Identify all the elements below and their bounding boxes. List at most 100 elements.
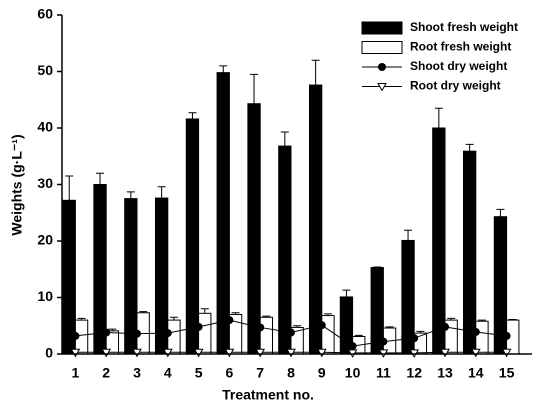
x-tick-label: 7: [256, 365, 264, 381]
y-tick-label: 50: [37, 62, 53, 78]
x-tick-label: 11: [376, 365, 391, 381]
y-tick-label: 20: [37, 232, 53, 248]
x-tick-label: 15: [499, 365, 515, 381]
point: [255, 348, 266, 358]
y-tick-label: 40: [37, 119, 53, 135]
x-tick-label: 12: [406, 365, 422, 381]
bar: [198, 312, 212, 355]
error-bar: [126, 191, 135, 199]
point: [470, 348, 481, 358]
point: [132, 348, 142, 358]
bar: [462, 150, 477, 355]
bar: [278, 145, 292, 355]
error-bar: [404, 229, 413, 241]
point: [101, 348, 112, 358]
point: [194, 322, 203, 331]
legend-marker: [378, 63, 386, 71]
legend-label: Shoot dry weight: [410, 59, 507, 73]
bar: [62, 199, 76, 355]
error-bar: [96, 172, 105, 185]
error-bar: [508, 319, 517, 321]
legend-swatch: [361, 21, 403, 35]
error-bar: [108, 328, 117, 331]
y-tick-label: 60: [37, 6, 53, 22]
point: [133, 329, 141, 338]
legend-label: Root dry weight: [410, 79, 501, 93]
error-bar: [323, 313, 332, 316]
error-bar: [354, 334, 363, 337]
x-tick-label: 8: [287, 365, 295, 381]
point: [102, 328, 111, 337]
error-bar: [477, 319, 486, 322]
error-bar: [219, 65, 228, 73]
point: [71, 331, 80, 340]
error-bar: [188, 112, 197, 119]
y-tick-label: 10: [37, 288, 53, 304]
point: [225, 316, 234, 325]
error-bar: [139, 311, 148, 313]
bar: [216, 72, 230, 355]
y-tick-label: 0: [45, 345, 53, 361]
legend-label: Shoot fresh weight: [410, 20, 518, 34]
error-bar: [447, 317, 456, 321]
point: [256, 323, 265, 332]
bar: [185, 118, 200, 355]
error-bar: [434, 107, 443, 128]
point: [440, 348, 450, 358]
point: [224, 348, 235, 358]
y-axis-label: Weights (g·L⁻¹): [9, 134, 25, 235]
point: [316, 348, 327, 358]
y-tick-label: 30: [37, 175, 53, 191]
point: [379, 337, 388, 346]
error-bar: [250, 73, 259, 104]
error-bar: [373, 266, 382, 268]
point: [70, 348, 81, 358]
legend-label: Root fresh weight: [410, 40, 511, 54]
point: [471, 327, 480, 336]
error-bar: [496, 208, 505, 217]
x-tick-label: 9: [318, 365, 326, 381]
point: [348, 342, 357, 351]
point: [287, 328, 295, 337]
point: [441, 322, 449, 331]
error-bar: [77, 317, 86, 321]
point: [410, 334, 419, 343]
point: [286, 348, 296, 358]
bar: [308, 84, 323, 355]
error-bar: [465, 143, 474, 152]
x-tick-label: 4: [164, 365, 172, 381]
error-bar: [262, 315, 271, 318]
error-bar: [416, 330, 425, 334]
legend-swatch: [361, 41, 403, 54]
bar: [321, 315, 335, 355]
error-bar: [200, 308, 209, 314]
x-tick-label: 3: [133, 365, 141, 381]
error-bar: [311, 59, 320, 86]
point: [193, 348, 204, 358]
x-tick-label: 13: [437, 365, 453, 381]
x-tick-label: 6: [226, 365, 234, 381]
point: [317, 321, 326, 330]
bar: [259, 316, 274, 355]
bar: [432, 127, 446, 355]
x-tick-label: 10: [345, 365, 361, 381]
error-bar: [65, 175, 74, 201]
x-tick-label: 5: [195, 365, 203, 381]
error-bar: [280, 131, 289, 147]
error-bar: [157, 186, 166, 199]
error-bar: [342, 289, 351, 297]
point: [162, 348, 173, 358]
point: [502, 331, 511, 340]
bar: [93, 184, 107, 355]
x-axis-label: Treatment no.: [222, 387, 314, 403]
x-tick-label: 1: [72, 365, 80, 381]
point: [501, 348, 512, 358]
error-bar: [385, 326, 394, 329]
error-bar: [293, 325, 302, 328]
bar: [247, 103, 261, 355]
error-bar: [169, 316, 178, 321]
point: [163, 329, 172, 338]
x-tick-label: 2: [102, 365, 110, 381]
error-bar: [231, 312, 240, 315]
